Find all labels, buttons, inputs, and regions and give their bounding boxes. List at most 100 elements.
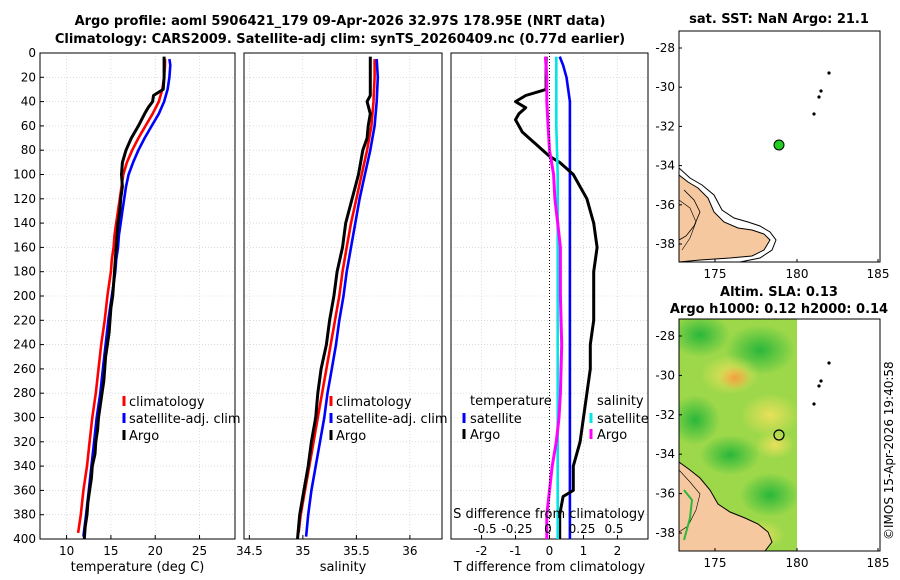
y-tick-label: 260 xyxy=(13,362,36,376)
y-tick-label: 360 xyxy=(13,483,36,497)
y-tick-label: 180 xyxy=(13,265,36,279)
map-bottom xyxy=(678,318,881,552)
y-tick-label: 40 xyxy=(21,95,36,109)
series-t-satellite xyxy=(558,56,572,539)
x-tick-label: 0 xyxy=(546,544,554,558)
y-tick-label: 140 xyxy=(13,216,36,230)
map-y-tick-label: -36 xyxy=(655,487,675,501)
x-tick-label: 35 xyxy=(295,544,310,558)
x-axis-label: temperature (deg C) xyxy=(71,560,205,575)
legend-label-argo: Argo xyxy=(129,429,159,444)
legend-label-satellite-adj-clim: satellite-adj. clim xyxy=(336,412,448,427)
map-y-tick-label: -34 xyxy=(655,447,675,461)
island-dot xyxy=(817,384,821,388)
y-tick-label: 0 xyxy=(28,46,36,60)
series-argo xyxy=(82,56,166,540)
s-tick-label: 0.5 xyxy=(604,522,623,536)
island-dot xyxy=(819,379,823,383)
legend-label-climatology: climatology xyxy=(129,395,205,410)
y-tick-label: 380 xyxy=(13,508,36,522)
x-tick-label: 2 xyxy=(614,544,622,558)
map-y-tick-label: -30 xyxy=(655,368,675,382)
x-tick-label: -1 xyxy=(510,544,522,558)
legend-title-temperature: temperature xyxy=(470,394,552,409)
watermark: ©IMOS 15-Apr-2026 19:40:58 xyxy=(882,361,896,540)
map-y-tick-label: -30 xyxy=(655,80,675,94)
map-x-tick-label: 185 xyxy=(867,556,890,570)
series-satellite-adj-clim xyxy=(304,59,380,537)
y-tick-label: 300 xyxy=(13,411,36,425)
argo-position-marker[interactable] xyxy=(773,429,785,441)
legend-label-t-0: satellite xyxy=(470,412,522,427)
series-s-satellite xyxy=(554,56,560,539)
map-y-tick-label: -28 xyxy=(655,329,675,343)
map-top-title: sat. SST: NaN Argo: 21.1 xyxy=(689,12,869,27)
map-bottom-title-1: Altim. SLA: 0.13 xyxy=(720,285,838,300)
s-tick-label: 0 xyxy=(544,522,552,536)
panel-frame-1 xyxy=(243,52,443,540)
map-x-tick-label: 180 xyxy=(786,267,809,281)
x-tick-label: 34.5 xyxy=(236,544,263,558)
land-new-zealand xyxy=(679,461,773,551)
series-t-argo xyxy=(514,56,599,539)
y-tick-label: 340 xyxy=(13,459,36,473)
argo-position-marker[interactable] xyxy=(773,139,785,151)
x-tick-label: 35.5 xyxy=(343,544,370,558)
map-y-tick-label: -38 xyxy=(655,526,675,540)
y-tick-label: 100 xyxy=(13,168,36,182)
map-x-tick-label: 175 xyxy=(704,556,727,570)
map-y-tick-label: -32 xyxy=(655,408,675,422)
map-top xyxy=(678,30,881,263)
y-tick-label: 60 xyxy=(21,119,36,133)
legend-label-t-1: Argo xyxy=(470,428,500,443)
x-tick-label: 10 xyxy=(59,544,74,558)
map-x-tick-label: 175 xyxy=(704,267,727,281)
s-axis-label: S difference from climatology xyxy=(453,507,645,522)
island-dot xyxy=(827,361,831,365)
series-argo xyxy=(296,56,372,540)
island-dot xyxy=(827,71,831,75)
legend-label-s-1: Argo xyxy=(597,428,627,443)
legend-title-salinity: salinity xyxy=(597,394,644,409)
y-tick-label: 160 xyxy=(13,240,36,254)
map-y-tick-label: -34 xyxy=(655,159,675,173)
legend-label-s-0: satellite xyxy=(597,412,649,427)
series-s-argo xyxy=(543,56,564,539)
chart-title-line1: Argo profile: aoml 5906421_179 09-Apr-20… xyxy=(74,14,606,29)
x-tick-label: -2 xyxy=(476,544,488,558)
island-dot xyxy=(812,112,816,116)
y-tick-label: 120 xyxy=(13,192,36,206)
map-y-tick-label: -36 xyxy=(655,198,675,212)
y-tick-label: 400 xyxy=(13,532,36,546)
map-x-tick-label: 180 xyxy=(786,556,809,570)
s-tick-label: -0.5 xyxy=(473,522,496,536)
legend-label-argo: Argo xyxy=(336,429,366,444)
sla-field xyxy=(679,319,797,551)
x-tick-label: 36 xyxy=(402,544,417,558)
x-axis-label: T difference from climatology xyxy=(453,560,646,575)
y-tick-label: 80 xyxy=(21,143,36,157)
y-tick-label: 320 xyxy=(13,435,36,449)
map-x-tick-label: 185 xyxy=(867,267,890,281)
y-tick-label: 280 xyxy=(13,386,36,400)
legend-label-satellite-adj-clim: satellite-adj. clim xyxy=(129,412,241,427)
island-dot xyxy=(819,89,823,93)
map-y-tick-label: -38 xyxy=(655,237,675,251)
s-tick-label: -0.25 xyxy=(501,522,532,536)
y-tick-label: 200 xyxy=(13,289,36,303)
x-tick-label: 1 xyxy=(580,544,588,558)
y-tick-label: 220 xyxy=(13,313,36,327)
s-tick-label: 0.25 xyxy=(569,522,596,536)
x-tick-label: 15 xyxy=(103,544,118,558)
y-tick-label: 20 xyxy=(21,70,36,84)
island-dot xyxy=(817,95,821,99)
island-dot xyxy=(812,402,816,406)
series-climatology xyxy=(76,59,167,534)
chart-title-line2: Climatology: CARS2009. Satellite-adj cli… xyxy=(54,32,626,47)
x-axis-label: salinity xyxy=(320,560,367,575)
x-tick-label: 20 xyxy=(148,544,163,558)
x-tick-label: 25 xyxy=(192,544,207,558)
map-y-tick-label: -28 xyxy=(655,41,675,55)
y-tick-label: 240 xyxy=(13,338,36,352)
